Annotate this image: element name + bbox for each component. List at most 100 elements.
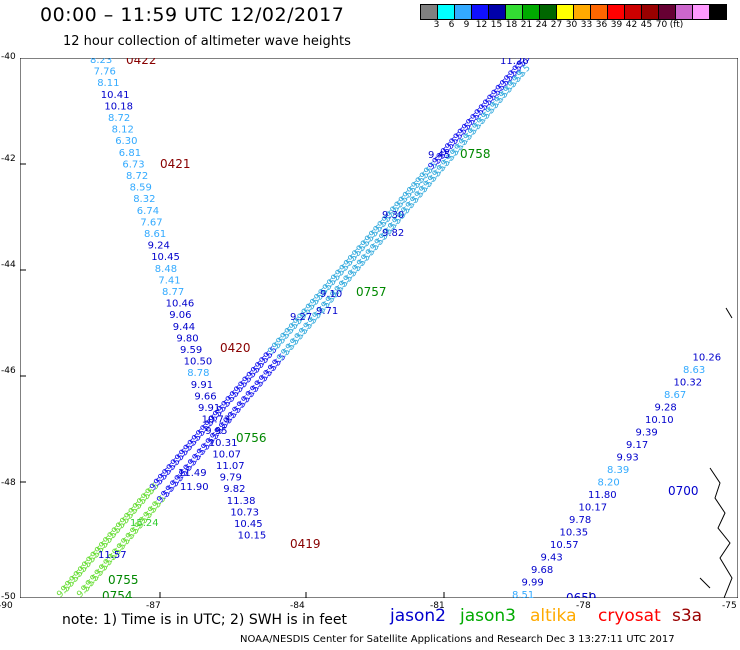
time-tag: 0421 — [160, 157, 191, 171]
legend-altika: altika — [530, 606, 577, 626]
swh-value: 7.67 — [140, 217, 162, 228]
swh-value: 9.80 — [176, 333, 198, 344]
swh-value: 8.78 — [187, 368, 209, 379]
swh-value: 6.74 — [137, 206, 159, 217]
swh-value: 8.63 — [683, 365, 705, 376]
swh-value: 10.32 — [674, 378, 703, 389]
swh-value: 10.31 — [209, 438, 238, 449]
lon-label: -87 — [146, 601, 161, 611]
scale-label: 12 — [475, 20, 488, 30]
swh-value: 8.61 — [144, 229, 166, 240]
scale-label: 18 — [505, 20, 518, 30]
swh-value: 7.76 — [94, 67, 116, 78]
lat-label: -42 — [1, 154, 16, 164]
lon-label: -84 — [290, 601, 305, 611]
lat-label: -40 — [1, 52, 16, 62]
scale-swatch — [641, 4, 659, 20]
scale-swatch — [539, 4, 557, 20]
swh-value: 11.07 — [216, 461, 245, 472]
scale-label: 15 — [490, 20, 503, 30]
scale-label: 45 — [640, 20, 653, 30]
scale-swatch — [624, 4, 642, 20]
color-scale: 3 6 9 12 15 18 21 24 27 30 33 36 39 42 45 70 (ft) — [420, 4, 727, 30]
time-tag: 0756 — [236, 431, 267, 445]
swh-value: 10.50 — [184, 357, 213, 368]
track-value: 11.26 — [500, 58, 529, 67]
scale-swatch — [709, 4, 727, 20]
swh-value: 10.73 — [230, 507, 259, 518]
lat-label: -48 — [1, 478, 16, 488]
swh-value: 7.41 — [158, 275, 180, 286]
swh-value: 9.28 — [655, 403, 677, 414]
swh-value: 8.67 — [664, 390, 686, 401]
swh-value: 10.15 — [238, 531, 267, 542]
lat-label: -50 — [1, 592, 16, 602]
track-value: 9.71 — [316, 306, 338, 317]
scale-swatch — [658, 4, 676, 20]
time-tag: 0420 — [220, 341, 251, 355]
scale-swatch — [522, 4, 540, 20]
scale-label: 24 — [535, 20, 548, 30]
time-tag: 0754 — [102, 589, 133, 598]
track-value: 11.57 — [98, 550, 127, 561]
swh-value: 6.73 — [122, 159, 144, 170]
swh-value: 9.95 — [205, 426, 227, 437]
scale-swatch — [590, 4, 608, 20]
lat-label: -44 — [1, 260, 16, 270]
swh-value: 8.12 — [112, 125, 134, 136]
swh-value: 10.07 — [212, 449, 241, 460]
coastline — [699, 307, 733, 598]
swh-value: 6.81 — [119, 148, 141, 159]
time-tag: 0757 — [356, 285, 387, 299]
swh-value: 10.73 — [202, 415, 231, 426]
swh-value: 8.23 — [90, 58, 112, 66]
scale-label: 9 — [463, 20, 470, 30]
scale-swatch — [420, 4, 438, 20]
scale-swatch — [675, 4, 693, 20]
scale-swatch — [692, 4, 710, 20]
lon-label: -75 — [722, 601, 737, 611]
track-value: 11.49 — [178, 468, 207, 479]
scale-swatch — [471, 4, 489, 20]
time-tag: 0422 — [126, 58, 157, 67]
swh-value: 9.24 — [148, 241, 170, 252]
swh-value: 9.93 — [617, 453, 639, 464]
swh-value: 9.79 — [220, 473, 242, 484]
swh-value: 9.59 — [180, 345, 202, 356]
swh-value: 8.11 — [97, 78, 119, 89]
swh-value: 9.82 — [223, 484, 245, 495]
scale-swatch — [573, 4, 591, 20]
swh-value: 10.45 — [234, 519, 263, 530]
scale-label: 36 — [595, 20, 608, 30]
track-value: 9.30 — [382, 210, 404, 221]
legend-jason2: jason2 — [390, 606, 446, 626]
swh-value: 9.91 — [191, 380, 213, 391]
swh-value: 11.38 — [227, 496, 256, 507]
scale-label: 6 — [448, 20, 455, 30]
time-tag: 0758 — [460, 147, 491, 161]
swh-value: 6.30 — [115, 136, 137, 147]
scale-label: 70 — [655, 20, 668, 30]
swh-value: 10.46 — [166, 299, 195, 310]
track-value: 9.10 — [320, 289, 342, 300]
scale-swatch — [505, 4, 523, 20]
swh-value: 8.77 — [162, 287, 184, 298]
time-tag: 0755 — [108, 573, 139, 587]
units-note: note: 1) Time is in UTC; 2) SWH is in fe… — [62, 612, 348, 628]
swh-value: 10.57 — [550, 540, 579, 551]
scale-swatch — [454, 4, 472, 20]
scale-swatch — [556, 4, 574, 20]
swh-value: 9.39 — [636, 428, 658, 439]
time-tag: 0700 — [668, 484, 699, 498]
swh-value: 9.43 — [541, 553, 563, 564]
swh-value: 10.35 — [560, 528, 589, 539]
scale-label: 3 — [433, 20, 440, 30]
lon-label: -90 — [0, 601, 13, 611]
scale-label: 33 — [580, 20, 593, 30]
swh-value: 9.91 — [198, 403, 220, 414]
time-tag: 0419 — [290, 537, 321, 551]
scale-swatch — [607, 4, 625, 20]
scale-label: 21 — [520, 20, 533, 30]
swh-value: 8.59 — [130, 183, 152, 194]
map-plot: 9.59.59.59.59.59.59.59.59.59.59.59.59.59… — [20, 58, 738, 598]
